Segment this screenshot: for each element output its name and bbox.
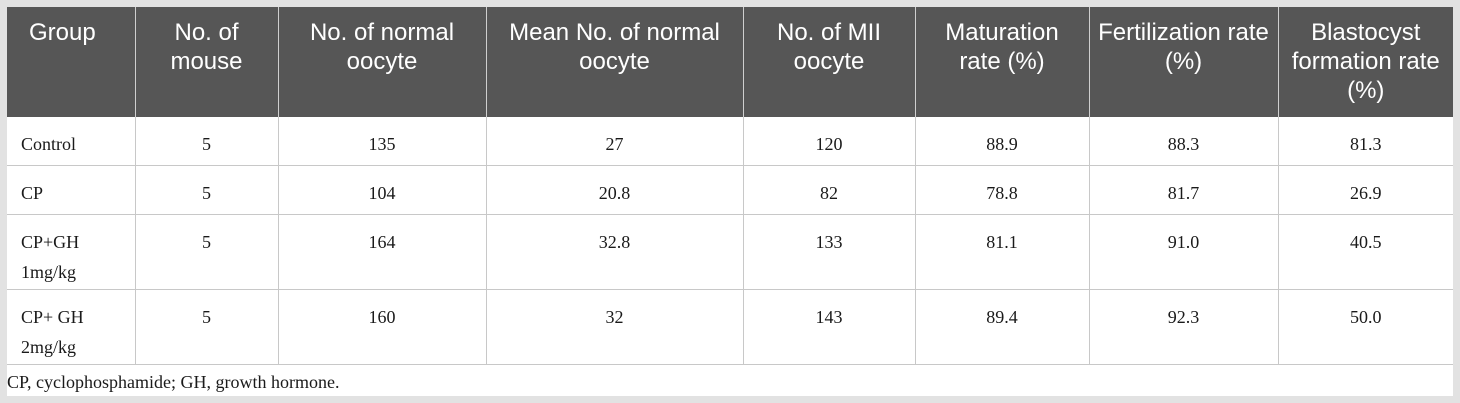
cell-blastocyst-rate: 26.9	[1278, 165, 1453, 215]
cell-normal-oocyte: 135	[278, 117, 487, 166]
header-mean-normal-oocyte: Mean No. of normal oocyte	[486, 7, 744, 117]
table-footnote: CP, cyclophosphamide; GH, growth hormone…	[7, 371, 340, 392]
cell-mii-oocyte: 133	[743, 214, 916, 290]
header-fertilization-rate: Fertilization rate (%)	[1089, 7, 1279, 117]
cell-mouse: 5	[135, 289, 279, 365]
header-no-of-mii-oocyte: No. of MII oocyte	[743, 7, 916, 117]
cell-mean-normal-oocyte: 27	[486, 117, 744, 166]
header-blastocyst-rate: Blastocyst formation rate (%)	[1278, 7, 1453, 117]
cell-fertilization-rate: 92.3	[1089, 289, 1279, 365]
cell-normal-oocyte: 164	[278, 214, 487, 290]
data-table: Group No. of mouse No. of normal oocyte …	[7, 7, 1453, 365]
cell-normal-oocyte: 160	[278, 289, 487, 365]
cell-group: CP+GH 1mg/kg	[7, 214, 136, 290]
header-group: Group	[7, 7, 136, 117]
cell-mii-oocyte: 120	[743, 117, 916, 166]
cell-maturation-rate: 81.1	[915, 214, 1090, 290]
cell-mean-normal-oocyte: 20.8	[486, 165, 744, 215]
cell-blastocyst-rate: 81.3	[1278, 117, 1453, 166]
cell-fertilization-rate: 91.0	[1089, 214, 1279, 290]
cell-fertilization-rate: 81.7	[1089, 165, 1279, 215]
table-row: CP+ GH 2mg/kg 5 160 32 143 89.4 92.3 50.…	[7, 289, 1453, 365]
cell-mouse: 5	[135, 214, 279, 290]
cell-mean-normal-oocyte: 32	[486, 289, 744, 365]
cell-group: CP+ GH 2mg/kg	[7, 289, 136, 365]
header-maturation-rate: Maturation rate (%)	[915, 7, 1090, 117]
cell-maturation-rate: 88.9	[915, 117, 1090, 166]
cell-maturation-rate: 89.4	[915, 289, 1090, 365]
cell-mouse: 5	[135, 165, 279, 215]
cell-mouse: 5	[135, 117, 279, 166]
cell-normal-oocyte: 104	[278, 165, 487, 215]
cell-fertilization-rate: 88.3	[1089, 117, 1279, 166]
cell-mean-normal-oocyte: 32.8	[486, 214, 744, 290]
table-row: Control 5 135 27 120 88.9 88.3 81.3	[7, 117, 1453, 166]
cell-mii-oocyte: 143	[743, 289, 916, 365]
cell-blastocyst-rate: 50.0	[1278, 289, 1453, 365]
header-no-of-normal-oocyte: No. of normal oocyte	[278, 7, 487, 117]
header-no-of-mouse: No. of mouse	[135, 7, 279, 117]
header-row: Group No. of mouse No. of normal oocyte …	[7, 7, 1453, 117]
cell-group: CP	[7, 165, 136, 215]
table-frame: Group No. of mouse No. of normal oocyte …	[7, 7, 1453, 396]
cell-mii-oocyte: 82	[743, 165, 916, 215]
table-row: CP+GH 1mg/kg 5 164 32.8 133 81.1 91.0 40…	[7, 214, 1453, 290]
cell-blastocyst-rate: 40.5	[1278, 214, 1453, 290]
cell-maturation-rate: 78.8	[915, 165, 1090, 215]
table-row: CP 5 104 20.8 82 78.8 81.7 26.9	[7, 165, 1453, 215]
cell-group: Control	[7, 117, 136, 166]
